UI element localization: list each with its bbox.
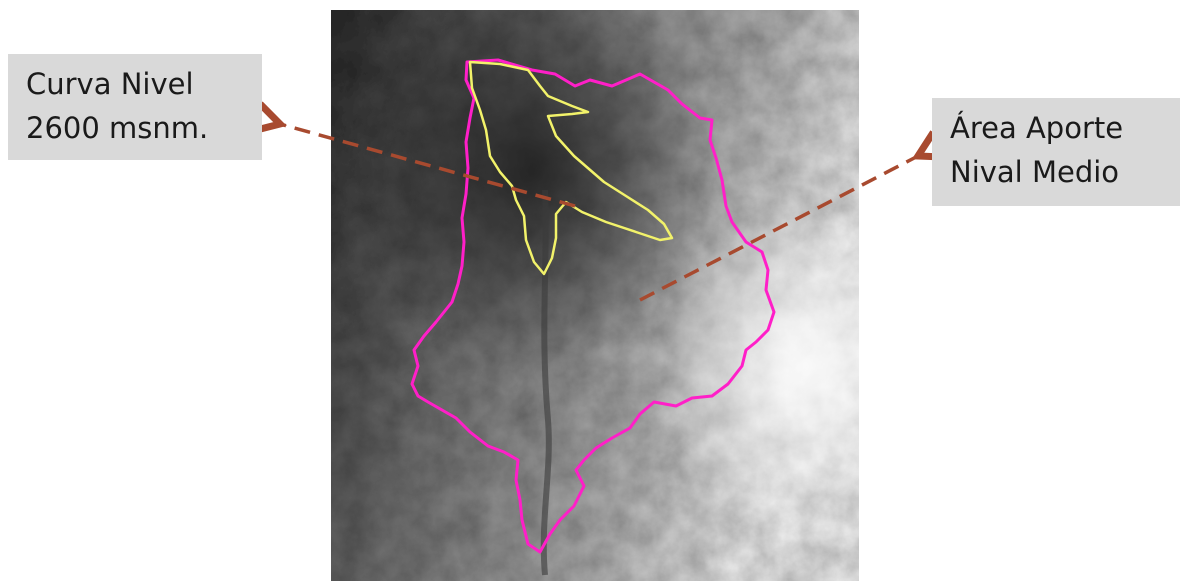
basin-outline	[410, 58, 776, 554]
label-curva-nivel-line2: 2600 msnm.	[26, 111, 209, 145]
arrow-left	[280, 124, 576, 208]
contour-2600-outline	[468, 60, 674, 276]
label-area-aporte-line2: Nival Medio	[950, 155, 1120, 189]
label-curva-nivel: Curva Nivel 2600 msnm.	[8, 54, 262, 160]
arrow-right	[639, 156, 918, 302]
label-area-aporte-line1: Área Aporte	[950, 111, 1124, 145]
label-area-aporte: Área Aporte Nival Medio	[932, 98, 1180, 206]
elevation-raster	[331, 10, 859, 581]
label-curva-nivel-line1: Curva Nivel	[26, 67, 194, 101]
